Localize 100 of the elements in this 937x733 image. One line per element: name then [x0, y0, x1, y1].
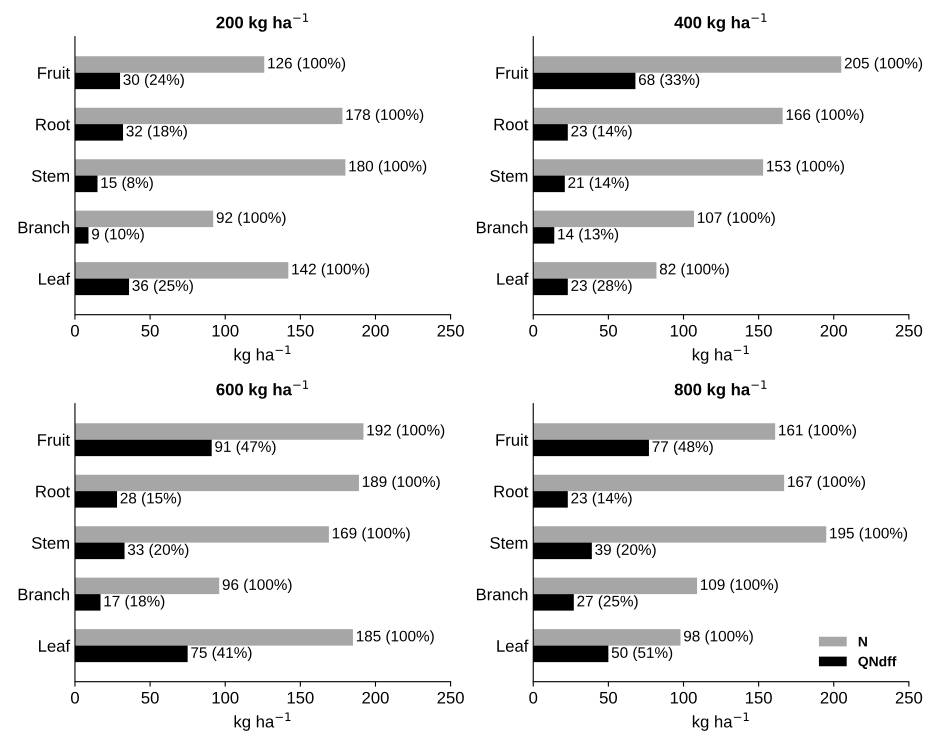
- y-tick-label: Fruit: [38, 66, 70, 79]
- bar: [533, 262, 656, 279]
- bar: [533, 578, 698, 594]
- bar: [533, 108, 783, 124]
- y-tick-label: Stem: [32, 537, 69, 549]
- chart-title: 400 kg ha$^{−1}$: [674, 13, 766, 32]
- bar: [533, 526, 826, 543]
- data-label: 68 (33%): [638, 74, 700, 88]
- x-tick-label: 50: [141, 324, 159, 337]
- bar: [74, 159, 346, 176]
- y-tick-label: Branch: [18, 221, 70, 234]
- data-label: 192 (100%): [367, 424, 444, 439]
- data-label: 15 (8%): [101, 176, 153, 192]
- x-axis-title: kg ha$^{−1}$: [692, 346, 749, 364]
- data-label: 32 (18%): [126, 125, 187, 140]
- y-tick-label: Stem: [32, 170, 69, 182]
- bar: [74, 56, 264, 73]
- x-axis-title: kg ha$^{−1}$: [234, 346, 290, 364]
- x-tick-label: 100: [670, 692, 697, 704]
- bar: [74, 108, 342, 124]
- x-tick-label: 0: [529, 324, 538, 337]
- data-label: 77 (48%): [652, 440, 713, 456]
- x-tick-label: 150: [746, 692, 772, 704]
- y-tick-label: Fruit: [38, 434, 70, 446]
- data-label: 161 (100%): [779, 424, 856, 439]
- x-tick-label: 250: [438, 324, 464, 337]
- y-tick-label: Root: [494, 118, 528, 130]
- x-tick-label: 50: [141, 692, 159, 704]
- x-tick-label: 250: [896, 324, 922, 337]
- x-tick-label: 0: [70, 324, 79, 337]
- chart-title: 200 kg ha$^{−1}$: [216, 13, 308, 32]
- data-label: 167 (100%): [788, 476, 865, 490]
- x-tick-label: 50: [600, 692, 617, 704]
- data-label: 205 (100%): [844, 57, 922, 72]
- x-tick-label: 100: [212, 692, 238, 704]
- data-label: 9 (10%): [92, 228, 144, 243]
- data-label: 17 (18%): [104, 595, 164, 610]
- data-label: 109 (100%): [700, 578, 778, 594]
- bar: [74, 578, 220, 594]
- data-label: 82 (100%): [660, 263, 729, 278]
- x-tick-label: 0: [529, 692, 538, 704]
- data-label: 27 (25%): [577, 595, 638, 610]
- data-label: 30 (24%): [123, 74, 184, 88]
- data-label: 14 (13%): [558, 228, 618, 243]
- bar: [533, 159, 764, 176]
- x-tick-label: 100: [212, 324, 238, 337]
- x-tick-label: 100: [670, 324, 697, 337]
- bar: [533, 423, 776, 440]
- x-tick-label: 150: [288, 692, 314, 704]
- y-tick-label: Fruit: [496, 66, 528, 79]
- data-label: 23 (14%): [571, 492, 632, 507]
- x-tick-label: 150: [288, 324, 314, 337]
- data-label: 91 (47%): [215, 440, 276, 456]
- bar: [74, 262, 288, 279]
- data-label: 50 (51%): [612, 646, 672, 661]
- bar: [533, 210, 694, 228]
- y-tick-label: Root: [36, 118, 70, 130]
- y-tick-label: Leaf: [497, 640, 528, 652]
- bar: [74, 423, 364, 440]
- y-tick-label: Branch: [18, 588, 70, 600]
- data-label: 33 (20%): [128, 544, 188, 558]
- data-label: 126 (100%): [268, 57, 346, 72]
- data-label: 21 (14%): [568, 176, 629, 192]
- data-label: 195 (100%): [830, 527, 908, 542]
- legend-label: QNdff: [858, 656, 896, 670]
- y-tick-label: Branch: [476, 588, 528, 600]
- data-label: 96 (100%): [222, 578, 292, 594]
- bar: [74, 210, 214, 228]
- chart-title: 800 kg ha$^{−1}$: [674, 380, 766, 399]
- data-label: 92 (100%): [216, 212, 286, 226]
- x-tick-label: 200: [820, 324, 848, 337]
- data-label: 23 (14%): [571, 125, 632, 140]
- data-label: 39 (20%): [595, 544, 656, 558]
- x-tick-label: 200: [362, 692, 389, 704]
- bar: [74, 474, 359, 492]
- data-label: 189 (100%): [362, 476, 440, 490]
- y-tick-label: Root: [36, 486, 70, 498]
- x-axis-title: kg ha$^{−1}$: [234, 712, 290, 731]
- x-tick-label: 250: [438, 692, 464, 704]
- data-label: 98 (100%): [684, 630, 753, 645]
- x-tick-label: 150: [746, 324, 772, 337]
- y-tick-label: Leaf: [39, 640, 70, 652]
- bar: [74, 629, 353, 646]
- bar: [533, 474, 784, 492]
- x-axis-title: kg ha$^{−1}$: [692, 712, 749, 731]
- bar: [533, 629, 680, 646]
- y-tick-label: Root: [494, 486, 528, 498]
- y-tick-label: Stem: [490, 537, 528, 549]
- x-tick-label: 50: [600, 324, 617, 337]
- data-label: 23 (28%): [571, 280, 632, 294]
- data-label: 153 (100%): [767, 160, 844, 175]
- x-tick-label: 0: [70, 692, 79, 704]
- x-tick-label: 200: [820, 692, 848, 704]
- data-label: 107 (100%): [698, 212, 775, 226]
- data-label: 180 (100%): [349, 160, 426, 175]
- bar: [533, 56, 842, 73]
- x-tick-label: 200: [362, 324, 389, 337]
- data-label: 142 (100%): [292, 263, 370, 278]
- data-label: 169 (100%): [332, 527, 410, 542]
- data-label: 75 (41%): [191, 646, 252, 661]
